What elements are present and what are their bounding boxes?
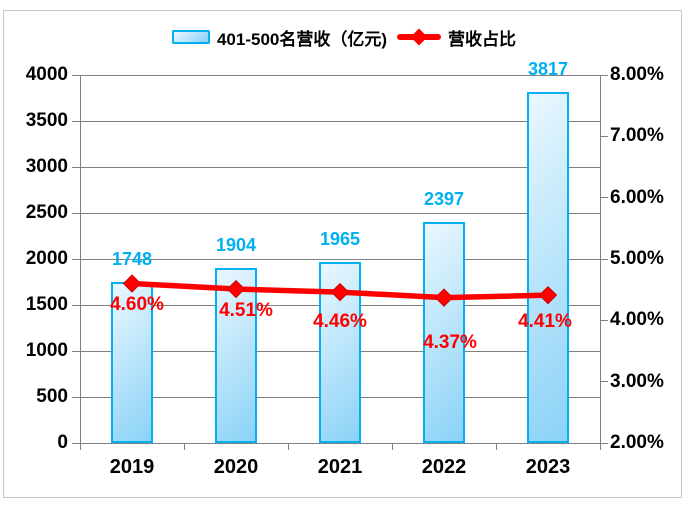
right-axis-label: 6.00% <box>610 186 664 208</box>
legend-label-ratio: 营收占比 <box>448 29 517 49</box>
right-axis-tick <box>600 319 608 321</box>
left-axis-label: 4000 <box>25 64 68 85</box>
bar-2023[interactable] <box>527 91 569 443</box>
bar-value-label: 3817 <box>527 58 569 79</box>
line-series-marker-icon <box>397 28 442 46</box>
left-axis-label: 3500 <box>25 110 68 131</box>
x-axis-label: 2020 <box>213 456 259 478</box>
gridline <box>80 258 600 260</box>
legend-item-ratio[interactable]: 营收占比 <box>397 25 516 50</box>
ratio-line-layer <box>122 274 558 307</box>
bar-value-label: 1965 <box>319 229 361 250</box>
legend: 401-500名营收（亿元) 营收占比 <box>0 25 688 50</box>
right-axis-tick <box>600 381 608 383</box>
diamond-marker-2022[interactable] <box>434 288 454 307</box>
right-axis-label: 2.00% <box>610 432 664 453</box>
x-axis-tick <box>495 443 497 450</box>
x-axis-tick <box>391 443 393 450</box>
x-axis-label: 2022 <box>421 456 467 478</box>
x-axis-label: 2019 <box>109 456 155 478</box>
left-axis-tick <box>72 304 80 306</box>
left-axis-line <box>80 75 81 443</box>
bar-value-label: 2397 <box>423 189 465 210</box>
left-axis-tick <box>72 442 80 444</box>
left-axis-tick <box>72 120 80 122</box>
bar-2022[interactable] <box>423 222 465 443</box>
right-axis-label: 3.00% <box>610 370 664 392</box>
diamond-marker-2021[interactable] <box>330 282 350 302</box>
x-axis-tick <box>599 443 601 450</box>
legend-item-revenue[interactable]: 401-500名营收（亿元) <box>171 25 388 50</box>
bar-value-label: 1748 <box>111 249 153 270</box>
gridline <box>80 442 600 444</box>
right-axis-label: 5.00% <box>610 248 664 269</box>
gridline <box>80 74 600 76</box>
x-axis-label: 2021 <box>317 456 363 478</box>
diamond-marker-2020[interactable] <box>226 279 246 299</box>
right-axis-tick <box>600 442 608 444</box>
left-axis-tick <box>72 350 80 352</box>
right-axis-tick <box>600 197 608 199</box>
left-axis-tick <box>72 166 80 168</box>
left-axis-label: 3000 <box>25 156 68 177</box>
ratio-value-label: 4.46% <box>313 311 367 333</box>
right-axis-tick <box>600 135 608 137</box>
gridline <box>80 120 600 122</box>
x-axis-label: 2023 <box>525 456 571 478</box>
x-axis-tick <box>79 443 81 450</box>
ratio-value-label: 4.41% <box>518 311 572 333</box>
left-axis-label: 2500 <box>25 202 68 223</box>
left-axis-label: 0 <box>57 432 68 453</box>
right-axis-tick <box>600 258 608 260</box>
x-axis-tick <box>183 443 185 450</box>
ratio-value-label: 4.51% <box>219 300 273 322</box>
left-axis-label: 1500 <box>25 294 68 315</box>
left-axis-tick <box>72 74 80 76</box>
x-axis-tick <box>287 443 289 450</box>
left-axis-label: 2000 <box>25 248 68 269</box>
right-axis-label: 4.00% <box>610 309 664 331</box>
bar-series-swatch-icon <box>171 30 210 44</box>
ratio-value-label: 4.60% <box>110 293 164 315</box>
left-axis-label: 500 <box>36 386 68 407</box>
right-axis-label: 8.00% <box>610 64 664 85</box>
left-axis-tick <box>72 258 80 260</box>
legend-label-revenue: 401-500名营收（亿元) <box>216 29 388 49</box>
left-axis-tick <box>72 212 80 214</box>
ratio-value-label: 4.37% <box>423 331 477 353</box>
gridline <box>80 166 600 168</box>
diamond-marker-2023[interactable] <box>538 285 558 305</box>
diamond-marker-2019[interactable] <box>122 274 142 293</box>
right-axis-tick <box>600 74 608 76</box>
bar-value-label: 1904 <box>215 234 257 255</box>
right-axis-line <box>600 75 601 443</box>
right-axis-label: 7.00% <box>610 125 664 147</box>
gridline <box>80 212 600 214</box>
left-axis-label: 1000 <box>25 340 68 361</box>
left-axis-tick <box>72 396 80 398</box>
